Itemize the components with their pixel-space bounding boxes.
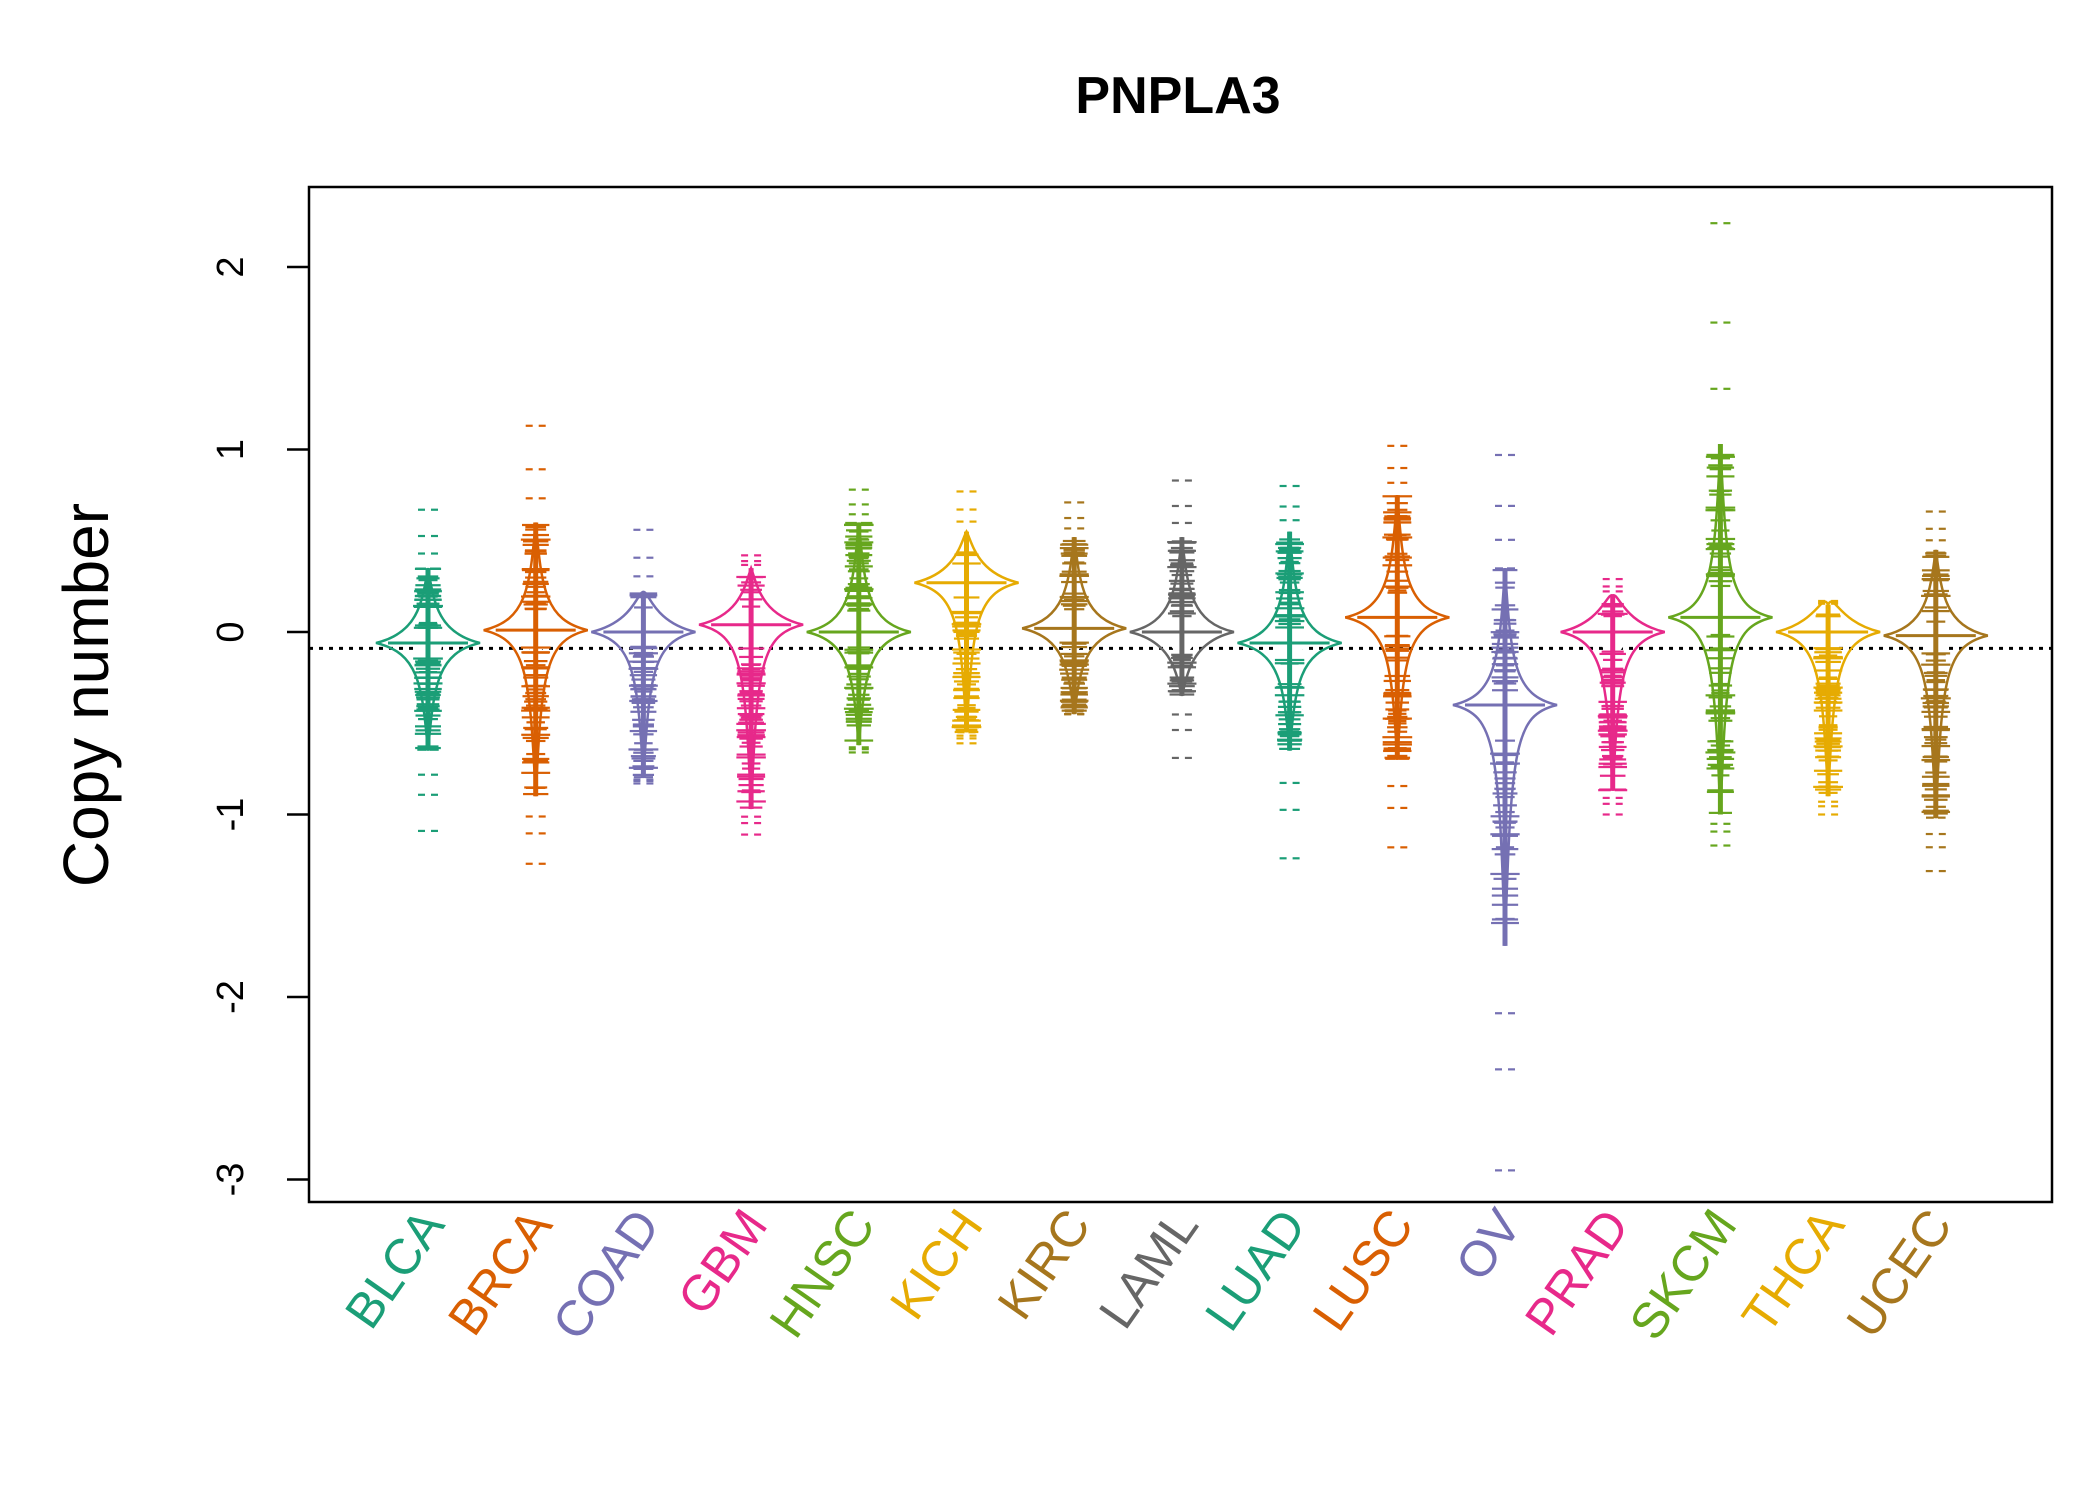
x-tick-label-gbm: GBM <box>667 1199 778 1324</box>
bean-lusc <box>1345 444 1450 849</box>
bean-kich <box>914 490 1019 745</box>
bean-coad <box>591 528 696 785</box>
bean-brca <box>483 424 588 865</box>
bean-thca <box>1775 599 1881 816</box>
x-tick-label-luad: LUAD <box>1194 1199 1316 1340</box>
y-tick-label: -1 <box>210 798 252 832</box>
x-tick-label-ov: OV <box>1445 1199 1533 1291</box>
y-tick-label: 1 <box>210 439 252 460</box>
y-axis-label: Copy number <box>50 503 122 887</box>
bean-blca <box>375 508 481 833</box>
bean-prad <box>1560 577 1665 816</box>
x-tick-label-lusc: LUSC <box>1302 1199 1424 1340</box>
x-tick-label-kich: KICH <box>879 1199 993 1329</box>
x-tick-label-skcm: SKCM <box>1619 1199 1748 1349</box>
x-tick-label-hnsc: HNSC <box>759 1199 886 1347</box>
bean-hnsc <box>806 488 912 754</box>
y-tick-label: -2 <box>210 980 252 1014</box>
bean-ov <box>1452 453 1558 1172</box>
x-tick-label-blca: BLCA <box>334 1199 455 1339</box>
x-tick-label-coad: COAD <box>542 1199 671 1349</box>
x-tick-label-prad: PRAD <box>1514 1199 1640 1345</box>
bean-luad <box>1237 484 1342 860</box>
bean-ucec <box>1883 510 1989 873</box>
x-tick-label-laml: LAML <box>1088 1199 1209 1338</box>
y-tick-label: -3 <box>210 1163 252 1197</box>
bean-skcm <box>1668 222 1773 847</box>
x-tick-label-brca: BRCA <box>437 1199 563 1345</box>
bean-kirc <box>1021 501 1127 716</box>
plot-frame <box>307 185 2054 1204</box>
plot-area <box>309 222 2052 1172</box>
x-tick-label-ucec: UCEC <box>1836 1199 1963 1347</box>
x-tick-label-thca: THCA <box>1731 1199 1855 1343</box>
y-tick-label: 0 <box>210 621 252 642</box>
chart-title: PNPLA3 <box>1075 67 1280 125</box>
bean-laml <box>1129 479 1235 760</box>
x-tick-label-kirc: KIRC <box>987 1199 1101 1329</box>
bean-gbm <box>698 554 804 836</box>
y-tick-label: 2 <box>210 256 252 277</box>
